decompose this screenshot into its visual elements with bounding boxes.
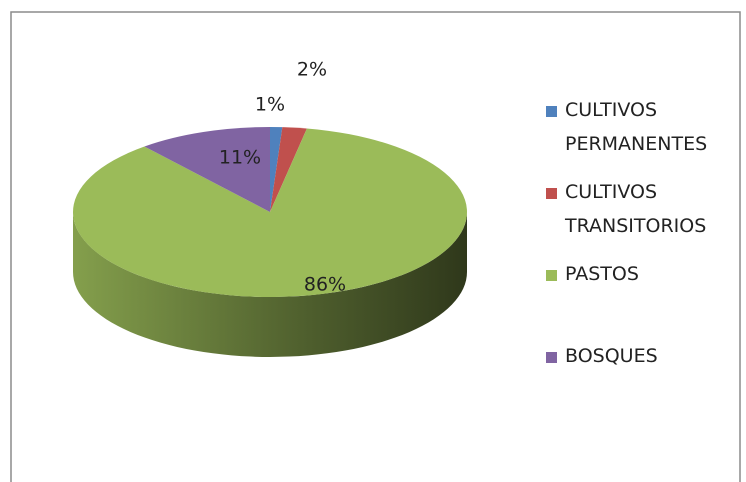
- data-label: 86%: [304, 274, 346, 296]
- legend-label: CULTIVOS PERMANENTES: [565, 99, 708, 155]
- legend-swatch: [546, 188, 557, 199]
- legend-label: BOSQUES: [565, 345, 658, 367]
- data-label: 11%: [219, 147, 261, 169]
- data-label: 1%: [255, 94, 285, 116]
- pie-sides: [73, 212, 467, 357]
- legend-item: CULTIVOS TRANSITORIOS: [546, 180, 726, 243]
- data-label: 2%: [297, 59, 327, 81]
- legend-label: PASTOS: [565, 263, 639, 285]
- legend-item: PASTOS: [546, 262, 726, 291]
- pie-slice: [270, 127, 307, 212]
- legend-swatch: [546, 352, 557, 363]
- legend-swatch: [546, 270, 557, 281]
- legend-label: CULTIVOS TRANSITORIOS: [565, 181, 707, 237]
- legend-item: BOSQUES: [546, 344, 726, 373]
- pie-slice: [73, 128, 467, 297]
- pie-slice: [270, 127, 283, 212]
- data-labels: 1% 2% 86% 11%: [219, 59, 346, 296]
- pie-side: [73, 212, 467, 357]
- legend-swatch: [546, 106, 557, 117]
- chart-frame: [10, 11, 741, 482]
- pie-tops: [73, 127, 467, 297]
- legend-item: CULTIVOS PERMANENTES: [546, 98, 726, 161]
- pie-slice: [144, 127, 270, 212]
